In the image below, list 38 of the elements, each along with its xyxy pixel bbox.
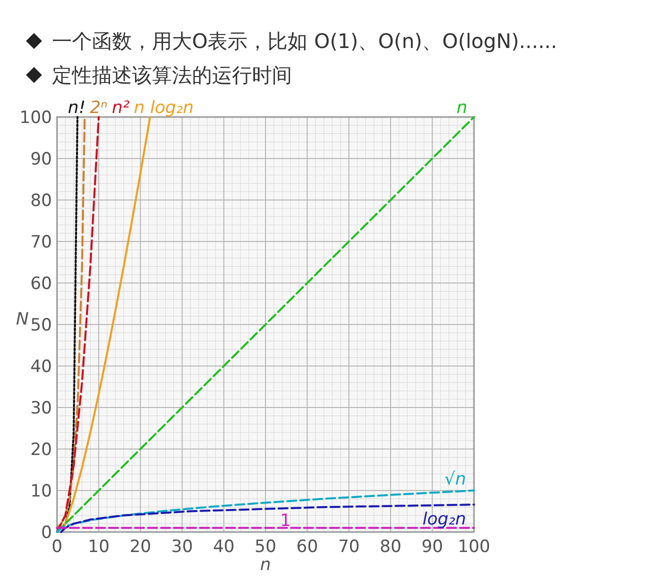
x-tick-label: 90	[421, 537, 444, 557]
y-tick-label: 60	[30, 274, 52, 294]
x-tick-label: 60	[296, 537, 318, 557]
y-tick-label: 40	[30, 357, 52, 377]
chart-subtitle: 定性描述该算法的运行时间	[52, 63, 292, 87]
x-tick-label: 50	[254, 537, 276, 557]
x-tick-label: 20	[130, 537, 152, 557]
x-tick-label: 40	[212, 537, 235, 557]
x-tick-label: 80	[380, 537, 402, 557]
x-axis-title: n	[260, 555, 271, 575]
line-series	[60, 504, 475, 533]
y-tick-label: 70	[30, 232, 52, 252]
series-label: n²	[112, 98, 130, 118]
y-tick-label: 0	[41, 523, 52, 543]
y-tick-label: 90	[30, 150, 52, 170]
line-series	[56, 116, 100, 533]
y-tick-label: 100	[20, 108, 52, 128]
series-label: √n	[444, 470, 466, 490]
line-series	[60, 116, 151, 533]
y-tick-label: 30	[30, 398, 52, 418]
series-label: n log₂n	[134, 98, 194, 118]
y-axis-title: N	[16, 310, 29, 330]
line-series	[56, 490, 475, 533]
y-tick-label: 50	[30, 316, 52, 336]
x-tick-label: 70	[338, 537, 360, 557]
line-series	[56, 116, 86, 529]
x-tick-label: 30	[171, 537, 193, 557]
x-tick-label: 100	[458, 537, 490, 557]
series-label: n!	[68, 98, 86, 118]
y-tick-label: 80	[30, 191, 52, 211]
y-tick-label: 10	[30, 482, 52, 502]
series-label: log₂n	[422, 510, 466, 530]
series-label: n	[456, 98, 468, 118]
chart-title: 一个函数，用大O表示，比如 O(1)、O(n)、O(logN)......	[52, 29, 558, 53]
x-tick-label: 10	[88, 537, 110, 557]
series-label: 2ⁿ	[90, 98, 108, 118]
y-tick-label: 20	[30, 440, 52, 460]
series-label: 1	[280, 510, 291, 531]
